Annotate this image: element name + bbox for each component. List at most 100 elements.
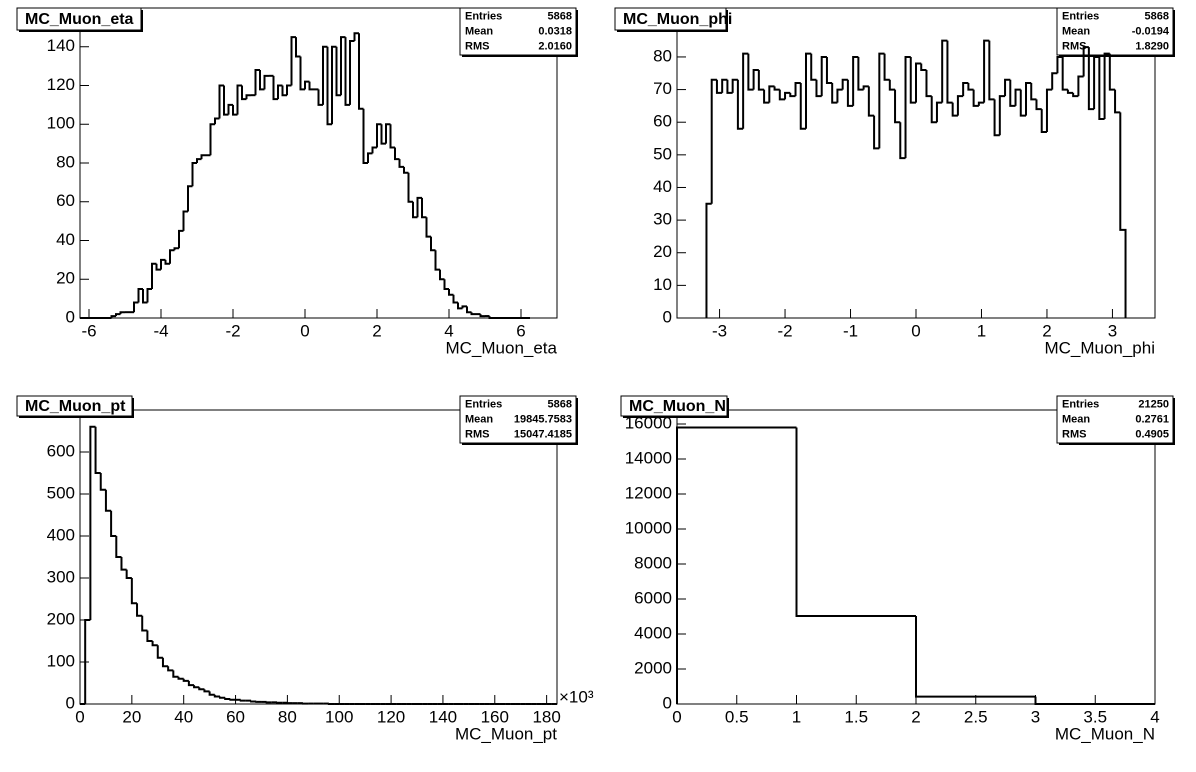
- x-axis-label: MC_Muon_pt: [455, 724, 557, 743]
- histogram-bin: [182, 678, 189, 682]
- stats-label: Mean: [465, 413, 493, 425]
- y-tick-label: 12000: [625, 483, 672, 502]
- histogram-bin: [1040, 109, 1047, 133]
- histogram-bin: [925, 70, 932, 98]
- histogram-bin: [899, 122, 906, 160]
- histogram-bin: [941, 39, 948, 103]
- y-tick-label: 120: [47, 75, 75, 94]
- y-tick-label: 500: [47, 483, 75, 502]
- histogram-bin: [1019, 89, 1027, 117]
- histogram-bin: [794, 82, 801, 97]
- histogram-bin: [177, 676, 184, 680]
- histogram-bin: [930, 96, 937, 124]
- histogram-bin: [721, 78, 728, 93]
- stats-label: Mean: [1062, 25, 1090, 37]
- histogram-bin: [946, 40, 953, 104]
- histogram-bin: [167, 666, 174, 672]
- histogram-bin: [209, 123, 215, 156]
- stats-value: 2.0160: [538, 40, 572, 52]
- histogram-bin: [110, 510, 117, 537]
- x-tick-label: 2: [911, 707, 920, 726]
- histogram-bin: [161, 657, 169, 668]
- histogram-bin: [1093, 55, 1100, 110]
- histogram-bin: [443, 279, 449, 290]
- stats-label: Entries: [1062, 398, 1099, 410]
- histogram-bin: [146, 287, 152, 303]
- histogram-bin: [290, 36, 296, 86]
- histogram-bin: [376, 123, 382, 148]
- stats-label: Entries: [465, 10, 502, 22]
- y-tick-label: 60: [56, 191, 75, 210]
- histogram-bin: [1051, 72, 1058, 90]
- histogram-bin: [403, 166, 409, 174]
- histogram-bin: [784, 91, 791, 100]
- y-tick-label: 20: [56, 269, 75, 288]
- y-tick-label: 40: [56, 230, 75, 249]
- histogram-bin: [810, 53, 817, 81]
- histogram-bin: [239, 699, 246, 702]
- histogram-bin: [172, 670, 179, 678]
- histogram-bin: [778, 89, 786, 101]
- histogram-bin: [214, 117, 220, 125]
- y-tick-label: 40: [653, 177, 672, 196]
- histogram-bin: [1077, 75, 1084, 97]
- histogram-bin: [904, 55, 911, 159]
- histogram-bin: [1114, 89, 1121, 114]
- histogram-bin: [223, 85, 229, 116]
- histogram-bin: [768, 85, 775, 103]
- histogram-bin: [967, 83, 974, 91]
- histogram-bin: [977, 101, 985, 106]
- histogram-bin: [867, 86, 875, 117]
- histogram-bin: [84, 619, 91, 704]
- x-tick-label: 2: [372, 321, 381, 340]
- histogram-bin: [752, 69, 759, 90]
- x-tick-label: -2: [225, 321, 240, 340]
- histogram-bin: [799, 83, 806, 130]
- title-box: [16, 7, 142, 31]
- histogram-bin: [1087, 47, 1095, 111]
- histogram-panel: 0 20 40 60 80 100 120 140 160 180 0 100 200 300 400 500…: [16, 395, 594, 743]
- x-tick-label: 60: [226, 707, 245, 726]
- histogram-bin: [421, 197, 427, 219]
- histogram-bin: [731, 78, 738, 93]
- y-tick-label: 30: [653, 210, 672, 229]
- x-tick-label: 1.5: [844, 707, 868, 726]
- histogram-bin: [358, 33, 364, 110]
- histogram-bin: [371, 146, 377, 154]
- histogram-bin: [825, 56, 833, 85]
- histogram-bin: [412, 201, 418, 219]
- histogram-bin: [259, 70, 265, 91]
- histogram-bin: [789, 92, 796, 98]
- histogram-bin: [187, 680, 195, 687]
- histogram-bin: [705, 202, 712, 318]
- histogram-bin: [115, 536, 122, 558]
- y-tick-label: 0: [663, 307, 672, 326]
- histogram-bin: [119, 311, 125, 315]
- histogram-bin: [104, 489, 112, 512]
- histogram-bin: [710, 78, 717, 204]
- histogram-bin: [130, 578, 138, 605]
- histogram-bin: [998, 95, 1006, 136]
- histogram-bin: [218, 84, 224, 119]
- y-tick-label: 80: [56, 152, 75, 171]
- histogram-bin: [213, 694, 220, 698]
- histogram-bin: [836, 88, 843, 103]
- histogram-bin: [452, 294, 458, 304]
- y-tick-label: 6000: [634, 588, 672, 607]
- histogram-bin: [281, 85, 287, 97]
- stats-value: 5868: [548, 10, 572, 22]
- histogram-bin: [1061, 56, 1068, 91]
- histogram-bin: [137, 287, 143, 303]
- histogram-bin: [367, 152, 373, 163]
- histogram-bin: [178, 229, 184, 249]
- histogram-panel: 0 0.5 1 1.5 2 2.5 3 3.5 4 0 2000 4000 6000 8000 10000 1…: [620, 395, 1175, 743]
- histogram-bin: [326, 46, 332, 126]
- histogram-bin: [317, 89, 323, 106]
- histogram-bin: [883, 53, 890, 81]
- histogram-bin: [894, 89, 901, 124]
- stats-value: 0.0318: [538, 25, 572, 37]
- histogram-bin: [407, 172, 413, 203]
- histogram-bin: [156, 645, 163, 659]
- histogram-bin: [146, 630, 153, 642]
